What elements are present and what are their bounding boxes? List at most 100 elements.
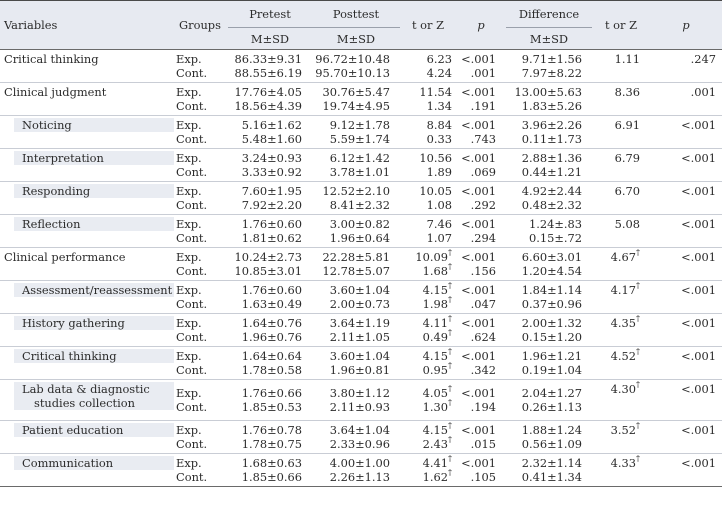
posttest-cell-cont: 1.96±0.64: [312, 231, 390, 246]
difference-cell-cont: 0.15±1.20: [506, 330, 582, 345]
diff-t-or-z-value: 6.91: [614, 118, 640, 132]
p-cell-value: .294: [470, 231, 496, 245]
p-cell-value: .105: [470, 470, 496, 484]
posttest-cell: 9.12±1.78 5.59±1.74: [312, 115, 400, 149]
dagger-mark: †: [448, 383, 452, 393]
diff-p-cell: <.001: [650, 148, 722, 182]
t-or-z-cell-value: 4.24: [426, 66, 452, 80]
pretest-cell-cont: 88.55±6.19: [228, 66, 302, 81]
p-cell-value: .194: [470, 400, 496, 414]
group-cell-cont: Cont.: [176, 437, 228, 452]
variable-label: History gathering: [14, 316, 174, 330]
posttest-header: Posttest: [312, 0, 400, 28]
group-cell-value: Cont.: [176, 297, 208, 311]
difference-cell-value: 0.41±1.34: [521, 470, 582, 484]
difference-cell: 3.96±2.26 0.11±1.73: [506, 115, 592, 149]
t-or-z-cell-exp: 4.15†: [400, 281, 452, 298]
group-cell-cont: Cont.: [176, 99, 228, 114]
pretest-cell-value: 1.63±0.49: [241, 297, 302, 311]
pretest-cell-value: 1.85±0.66: [241, 470, 302, 484]
p-cell-cont: .194: [456, 400, 496, 415]
difference-cell-cont: 0.56±1.09: [506, 437, 582, 452]
pretest-cell-cont: 5.48±1.60: [228, 132, 302, 147]
diff-t-or-z-cell: 4.17†: [592, 280, 650, 314]
t-or-z-cell-value: 4.15: [422, 348, 448, 363]
pretest-cell-value: 1.81±0.62: [241, 231, 302, 245]
diff-t-or-z-cell: 4.67†: [592, 247, 650, 281]
difference-cell: 2.00±1.32 0.15±1.20: [506, 313, 592, 347]
p-cell-cont: .292: [456, 198, 496, 213]
p-cell-exp: <.001: [456, 386, 496, 401]
pretest-cell-cont: 1.81±0.62: [228, 231, 302, 246]
group-cell-value: Cont.: [176, 198, 208, 212]
diff-t-or-z-value: 6.70: [614, 184, 640, 198]
difference-cell: 2.04±1.27 0.26±1.13: [506, 379, 592, 421]
group-cell: Exp. Cont.: [172, 82, 228, 116]
p-cell: <.001.342: [456, 346, 506, 380]
group-cell-value: Exp.: [176, 117, 202, 132]
group-cell-cont: Cont.: [176, 470, 228, 485]
difference-cell-value: 0.44±1.21: [521, 165, 582, 179]
difference-cell: 1.24±.83 0.15±.72: [506, 214, 592, 248]
difference-cell-exp: 4.92±2.44: [506, 184, 582, 199]
p-cell-value: <.001: [461, 117, 496, 132]
variable-label: Communication: [14, 456, 174, 470]
header-row-1: Variables Groups Pretest Posttest t or Z…: [0, 0, 722, 50]
table-row: Clinical performance Exp. Cont. 10.24±2.73 1…: [0, 247, 722, 281]
group-cell-value: Exp.: [176, 422, 202, 437]
p-diff-header: p: [650, 0, 722, 50]
posttest-cell-value: 3.64±1.04: [329, 422, 390, 437]
pretest-cell-exp: 1.64±0.64: [228, 349, 302, 364]
difference-cell-value: 13.00±5.63: [514, 84, 582, 99]
pretest-cell-cont: 1.85±0.53: [228, 400, 302, 415]
t-or-z-cell-value: 1.34: [426, 99, 452, 113]
pretest-cell-exp: 86.33±9.31: [228, 52, 302, 67]
variables-header: Variables: [0, 0, 172, 50]
variable-cell: Noticing: [0, 115, 174, 149]
p-cell-cont: .015: [456, 437, 496, 452]
difference-cell-value: 1.88±1.24: [521, 422, 582, 437]
pretest-cell-value: 10.85±3.01: [234, 264, 302, 278]
pretest-cell-value: 1.78±0.58: [241, 363, 302, 377]
variable-cell: Critical thinking: [0, 50, 172, 83]
t-or-z-cell-cont: 1.07: [400, 231, 452, 246]
group-cell: Exp. Cont.: [172, 280, 228, 314]
pretest-cell-value: 18.56±4.39: [234, 99, 302, 113]
diff-p-value: <.001: [681, 423, 716, 437]
posttest-cell-exp: 9.12±1.78: [312, 118, 390, 133]
group-cell-exp: Exp.: [176, 184, 228, 199]
pretest-cell-exp: 1.76±0.60: [228, 217, 302, 232]
group-cell-cont: Cont.: [176, 330, 228, 345]
diff-p-value: .247: [690, 52, 716, 66]
variable-label: Lab data & diagnostic: [22, 382, 150, 396]
group-cell-value: Cont.: [176, 437, 208, 451]
t-or-z-cell-exp: 10.09†: [400, 248, 452, 265]
group-cell: Exp. Cont.: [172, 453, 228, 487]
group-cell-exp: Exp.: [176, 386, 228, 401]
variable-cell: Communication: [0, 453, 174, 487]
diff-p-cell: .247: [650, 50, 722, 83]
variable-cell: Reflection: [0, 214, 174, 248]
diff-p-cell: <.001: [650, 115, 722, 149]
p-cell-cont: .047: [456, 297, 496, 312]
group-cell: Exp. Cont.: [172, 247, 228, 281]
posttest-cell-cont: 2.11±1.05: [312, 330, 390, 345]
p-cell-value: <.001: [461, 51, 496, 66]
group-cell-exp: Exp.: [176, 118, 228, 133]
t-or-z-cell-exp: 10.05: [400, 184, 452, 199]
diff-p-value: <.001: [681, 382, 716, 396]
table-row: Communication Exp. Cont. 1.68±0.63 1.85±0.66…: [0, 453, 722, 487]
posttest-cell-value: 1.96±0.64: [329, 231, 390, 245]
posttest-cell: 3.80±1.12 2.11±0.93: [312, 379, 400, 421]
t-or-z-cell-value: 8.84: [426, 117, 452, 132]
t-or-z-cell-cont: 1.68†: [400, 263, 452, 279]
group-cell-exp: Exp.: [176, 316, 228, 331]
difference-cell-value: 0.11±1.73: [521, 132, 582, 146]
diff-t-or-z-cell: 6.70: [592, 181, 650, 215]
posttest-cell: 3.60±1.04 1.96±0.81: [312, 346, 400, 380]
pretest-cell: 1.76±0.66 1.85±0.53: [228, 379, 312, 421]
table-row: Patient education Exp. Cont. 1.76±0.78 1.78±…: [0, 420, 722, 454]
p-cell-value: .069: [470, 165, 496, 179]
p-cell-value: <.001: [461, 183, 496, 198]
group-cell-value: Exp.: [176, 455, 202, 470]
